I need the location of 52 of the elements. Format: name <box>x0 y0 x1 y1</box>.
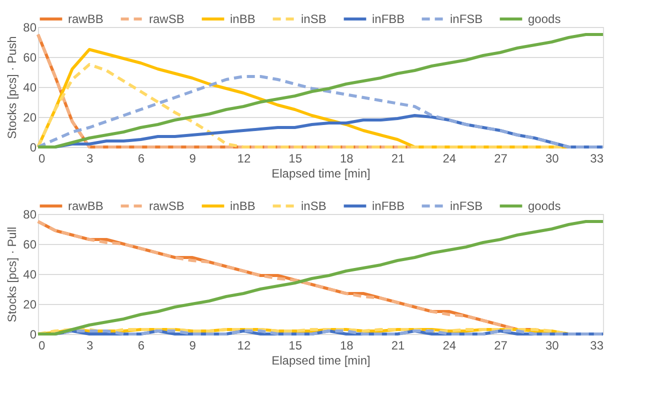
x-tick-label: 30 <box>545 338 560 352</box>
legend-label: rawBB <box>68 12 104 26</box>
x-tick-label: 18 <box>340 152 354 166</box>
x-tick-label: 27 <box>494 152 508 166</box>
legend-label: inFSB <box>450 199 483 213</box>
x-tick-label: 24 <box>442 152 456 166</box>
x-tick-label: 6 <box>138 152 145 166</box>
x-tick-label: 18 <box>340 338 354 352</box>
x-tick-label: 9 <box>189 152 196 166</box>
x-tick-label: 21 <box>391 152 406 166</box>
x-tick-label: 12 <box>237 152 251 166</box>
legend-label: inBB <box>230 12 256 26</box>
legend-label: rawBB <box>68 199 104 213</box>
y-tick-label: 60 <box>23 50 37 64</box>
legend-label: inFSB <box>450 12 483 26</box>
x-tick-label: 15 <box>288 152 302 166</box>
y-tick-label: 20 <box>23 298 37 312</box>
legend-label: rawSB <box>149 12 184 26</box>
x-axis-title: Elapsed time [min] <box>272 354 370 368</box>
x-tick-label: 33 <box>590 338 604 352</box>
y-axis-title: Stocks [pcs] · Push <box>5 36 20 139</box>
x-tick-label: 30 <box>545 152 560 166</box>
legend-label: inSB <box>301 12 326 26</box>
x-tick-label: 27 <box>494 338 508 352</box>
x-tick-label: 21 <box>391 338 406 352</box>
legend-label: inBB <box>230 199 256 213</box>
x-tick-label: 24 <box>442 338 456 352</box>
x-tick-label: 0 <box>38 152 46 166</box>
x-tick-label: 9 <box>189 338 196 352</box>
y-tick-label: 60 <box>23 238 37 252</box>
legend-label: rawSB <box>149 199 184 213</box>
legend-label: goods <box>528 199 561 213</box>
x-tick-label: 33 <box>590 152 604 166</box>
x-tick-label: 12 <box>237 338 251 352</box>
x-tick-label: 0 <box>38 338 46 352</box>
x-axis-title: Elapsed time [min] <box>272 166 370 180</box>
y-axis-title: Stocks [pcs] · Pull <box>5 226 20 322</box>
x-tick-label: 15 <box>288 338 302 352</box>
x-tick-label: 6 <box>138 338 145 352</box>
y-tick-label: 40 <box>23 268 37 282</box>
y-tick-label: 40 <box>23 80 37 94</box>
y-tick-label: 0 <box>30 328 37 342</box>
y-tick-label: 80 <box>23 208 37 222</box>
y-tick-label: 80 <box>23 20 37 34</box>
legend-label: inFBB <box>372 12 405 26</box>
y-tick-label: 20 <box>23 110 37 124</box>
legend-label: inFBB <box>372 199 405 213</box>
x-tick-label: 3 <box>86 338 94 352</box>
x-tick-label: 3 <box>86 152 94 166</box>
legend-label: inSB <box>301 199 326 213</box>
legend-label: goods <box>528 12 561 26</box>
y-tick-label: 0 <box>30 140 37 154</box>
